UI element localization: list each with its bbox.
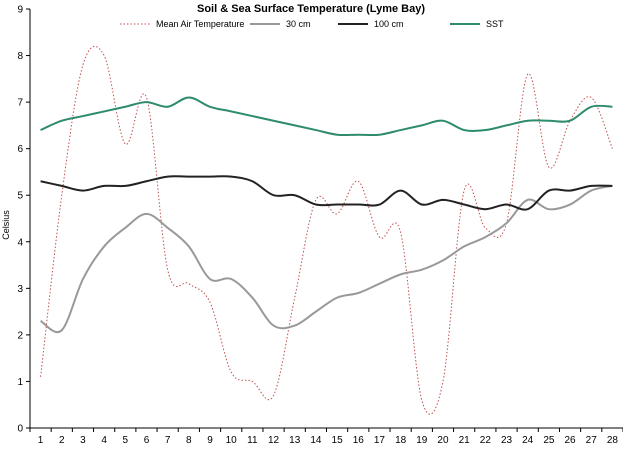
x-tick-label: 2 — [59, 435, 65, 446]
x-tick-label: 13 — [289, 435, 301, 446]
x-tick-label: 25 — [543, 435, 555, 446]
legend-label: 100 cm — [374, 19, 404, 29]
x-tick-label: 11 — [247, 435, 258, 446]
x-tick-label: 12 — [268, 435, 280, 446]
x-tick-label: 7 — [165, 435, 171, 446]
x-tick-label: 4 — [101, 435, 107, 446]
series-line-0 — [40, 46, 613, 415]
y-tick-label: 7 — [17, 98, 23, 109]
x-tick-label: 3 — [80, 435, 86, 446]
legend-label: Mean Air Temperature — [156, 19, 244, 29]
series-group — [40, 46, 613, 415]
x-tick-label: 23 — [501, 435, 513, 446]
x-tick-label: 20 — [437, 435, 449, 446]
x-tick-label: 8 — [186, 435, 192, 446]
y-tick-label: 3 — [17, 284, 23, 295]
series-line-2 — [40, 175, 613, 211]
legend: Mean Air Temperature 30 cm 100 cm SST — [120, 19, 504, 29]
x-tick-label: 28 — [607, 435, 619, 446]
chart-title: Soil & Sea Surface Temperature (Lyme Bay… — [197, 3, 425, 15]
y-axis-label: Celsius — [1, 210, 11, 240]
x-tick-label: 27 — [586, 435, 598, 446]
x-tick-label: 18 — [395, 435, 407, 446]
x-tick-label: 6 — [144, 435, 150, 446]
y-tick-label: 1 — [17, 377, 23, 388]
x-tick-label: 26 — [564, 435, 576, 446]
x-tick-label: 15 — [332, 435, 344, 446]
series-line-1 — [40, 184, 613, 333]
y-tick-label: 5 — [17, 191, 23, 202]
y-tick-label: 6 — [17, 144, 23, 155]
x-tick-label: 14 — [310, 435, 322, 446]
y-tick-label: 0 — [17, 424, 23, 435]
x-tick-label: 1 — [38, 435, 44, 446]
y-tick-label: 2 — [17, 330, 23, 341]
legend-label: 30 cm — [286, 19, 311, 29]
x-tick-label: 22 — [480, 435, 492, 446]
series-line-3 — [40, 96, 613, 137]
y-tick-label: 9 — [17, 5, 23, 16]
x-tick-label: 21 — [459, 435, 471, 446]
x-tick-label: 5 — [123, 435, 129, 446]
x-tick-label: 24 — [522, 435, 534, 446]
x-tick-label: 16 — [353, 435, 365, 446]
y-tick-label: 8 — [17, 51, 23, 62]
x-tick-label: 17 — [374, 435, 386, 446]
legend-label: SST — [486, 19, 504, 29]
x-tick-label: 10 — [226, 435, 238, 446]
y-tick-label: 4 — [17, 237, 23, 248]
x-tick-label: 19 — [416, 435, 428, 446]
x-tick-label: 9 — [207, 435, 213, 446]
